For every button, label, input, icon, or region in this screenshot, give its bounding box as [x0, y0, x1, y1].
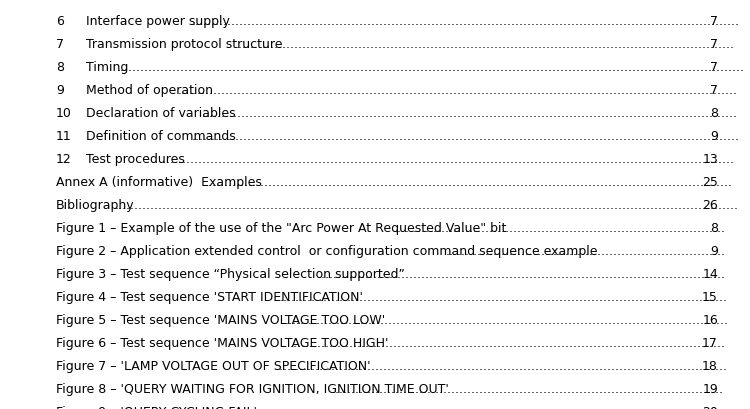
Text: 8: 8	[710, 221, 718, 234]
Text: 17: 17	[702, 336, 718, 349]
Text: Transmission protocol structure: Transmission protocol structure	[86, 38, 283, 51]
Text: Figure 4 – Test sequence 'START IDENTIFICATION': Figure 4 – Test sequence 'START IDENTIFI…	[56, 290, 363, 303]
Text: 7: 7	[710, 61, 718, 74]
Text: 9: 9	[56, 84, 64, 97]
Text: 12: 12	[56, 153, 72, 166]
Text: 10: 10	[56, 107, 72, 120]
Text: 7: 7	[710, 38, 718, 51]
Text: 11: 11	[56, 130, 72, 143]
Text: Annex A (informative)  Examples: Annex A (informative) Examples	[56, 175, 262, 189]
Text: 25: 25	[702, 175, 718, 189]
Text: 19: 19	[702, 382, 718, 395]
Text: Interface power supply: Interface power supply	[86, 15, 230, 28]
Text: Test procedures: Test procedures	[86, 153, 184, 166]
Text: 16: 16	[702, 313, 718, 326]
Text: 8: 8	[56, 61, 64, 74]
Text: 8: 8	[710, 107, 718, 120]
Text: 15: 15	[702, 290, 718, 303]
Text: Figure 5 – Test sequence 'MAINS VOLTAGE TOO LOW': Figure 5 – Test sequence 'MAINS VOLTAGE …	[56, 313, 386, 326]
Text: Figure 6 – Test sequence 'MAINS VOLTAGE TOO HIGH': Figure 6 – Test sequence 'MAINS VOLTAGE …	[56, 336, 388, 349]
Text: 7: 7	[710, 84, 718, 97]
Text: Figure 7 – 'LAMP VOLTAGE OUT OF SPECIFICATION': Figure 7 – 'LAMP VOLTAGE OUT OF SPECIFIC…	[56, 359, 370, 372]
Text: 9: 9	[710, 245, 718, 257]
Text: Figure 3 – Test sequence “Physical selection supported”: Figure 3 – Test sequence “Physical selec…	[56, 267, 405, 280]
Text: ......................................................................: ........................................…	[446, 245, 725, 257]
Text: ................................................................................: ........................................…	[235, 38, 734, 51]
Text: ................................................................................: ........................................…	[280, 290, 728, 303]
Text: ................................................................................: ........................................…	[115, 198, 739, 211]
Text: ................................................................................: ........................................…	[332, 382, 724, 395]
Text: ................................................................................: ........................................…	[205, 175, 733, 189]
Text: Figure 8 – 'QUERY WAITING FOR IGNITION, IGNITION TIME OUT': Figure 8 – 'QUERY WAITING FOR IGNITION, …	[56, 382, 448, 395]
Text: 7: 7	[56, 38, 64, 51]
Text: ................................................................................: ........................................…	[285, 313, 729, 326]
Text: Figure 2 – Application extended control  or configuration command sequence examp: Figure 2 – Application extended control …	[56, 245, 598, 257]
Text: Method of operation: Method of operation	[86, 84, 213, 97]
Text: Figure 1 – Example of the use of the "Arc Power At Requested Value" bit: Figure 1 – Example of the use of the "Ar…	[56, 221, 506, 234]
Text: 13: 13	[702, 153, 718, 166]
Text: 9: 9	[710, 130, 718, 143]
Text: ................................................................................: ........................................…	[275, 359, 728, 372]
Text: ................................................................................: ........................................…	[205, 405, 733, 409]
Text: ................................................................................: ........................................…	[116, 61, 744, 74]
Text: ................................................................................: ........................................…	[290, 336, 725, 349]
Text: ................................................................................: ........................................…	[192, 15, 740, 28]
Text: 26: 26	[702, 198, 718, 211]
Text: 14: 14	[702, 267, 718, 280]
Text: 6: 6	[56, 15, 64, 28]
Text: Figure 9 – 'QUERY CYCLING FAIL': Figure 9 – 'QUERY CYCLING FAIL'	[56, 405, 257, 409]
Text: Bibliography: Bibliography	[56, 198, 135, 211]
Text: ................................................................................: ........................................…	[318, 267, 726, 280]
Text: ................................................................................: ........................................…	[178, 84, 738, 97]
Text: ................................................................................: ........................................…	[202, 107, 737, 120]
Text: ................................................................................: ........................................…	[394, 221, 725, 234]
Text: 20: 20	[702, 405, 718, 409]
Text: ................................................................................: ........................................…	[159, 153, 735, 166]
Text: Timing: Timing	[86, 61, 128, 74]
Text: Definition of commands: Definition of commands	[86, 130, 236, 143]
Text: ................................................................................: ........................................…	[192, 130, 740, 143]
Text: 7: 7	[710, 15, 718, 28]
Text: 18: 18	[702, 359, 718, 372]
Text: Declaration of variables: Declaration of variables	[86, 107, 236, 120]
